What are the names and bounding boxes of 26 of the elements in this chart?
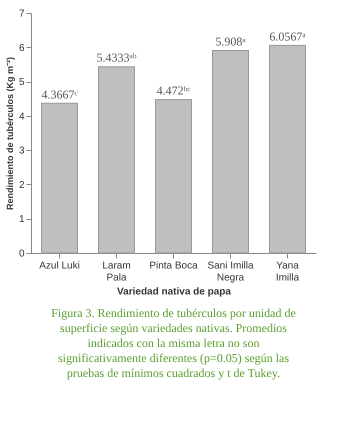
y-tick-label: 2 <box>18 180 25 191</box>
y-tick-label: 7 <box>18 8 25 20</box>
bar <box>98 66 135 254</box>
text: Figura 3. Rendimiento de tubérculos por unidad de superficie según variedades nativas. Promedios indicados con la misma letra no son significativamente diferentes (p=0.05) según las pruebas de mínimos cuadrados y t de Tukey. <box>51 306 296 380</box>
data-label: 5.4333ᵃᵇ <box>96 50 137 65</box>
x-tick-label: Azul Luki <box>39 260 80 272</box>
x-axis-title: Variedad nativa de papa <box>117 286 232 298</box>
data-label: 4.472ᵇᶜ <box>156 84 190 98</box>
bar <box>269 44 306 254</box>
y-tick-label: 6 <box>18 42 25 54</box>
x-tick-label: Yana Imilla <box>276 260 300 284</box>
y-tick-label: 4 <box>18 111 25 122</box>
data-label: 4.3667ᶜ <box>41 87 78 102</box>
y-axis-title: Rendimiento de tubérculos (Kg m⁻²) <box>4 56 15 210</box>
x-tick-label: Laram Pala <box>102 260 131 284</box>
y-tick-label: 1 <box>18 214 25 226</box>
bar <box>41 102 78 254</box>
bar <box>212 50 249 254</box>
y-tick-label: 3 <box>18 146 25 157</box>
data-label: 6.0567ᵃ <box>269 29 306 44</box>
data-label: 5.908ᵃ <box>215 34 246 48</box>
x-tick-label: Sani Imilla Negra <box>207 260 254 284</box>
bar <box>155 99 192 254</box>
x-tick-label: Pinta Boca <box>149 260 198 272</box>
y-tick-label: 5 <box>18 77 25 88</box>
y-tick-label: 0 <box>18 248 25 260</box>
